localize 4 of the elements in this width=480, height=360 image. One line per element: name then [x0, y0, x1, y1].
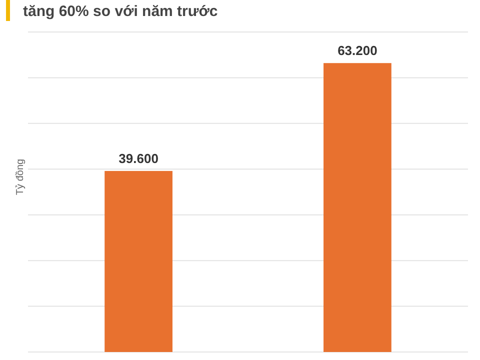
- y-axis-title: Tỷ đồng: [15, 158, 26, 196]
- data-label: 63.200: [338, 43, 378, 58]
- data-label: 39.600: [118, 150, 158, 166]
- chart-title: tăng 60% so với năm trước: [23, 3, 218, 20]
